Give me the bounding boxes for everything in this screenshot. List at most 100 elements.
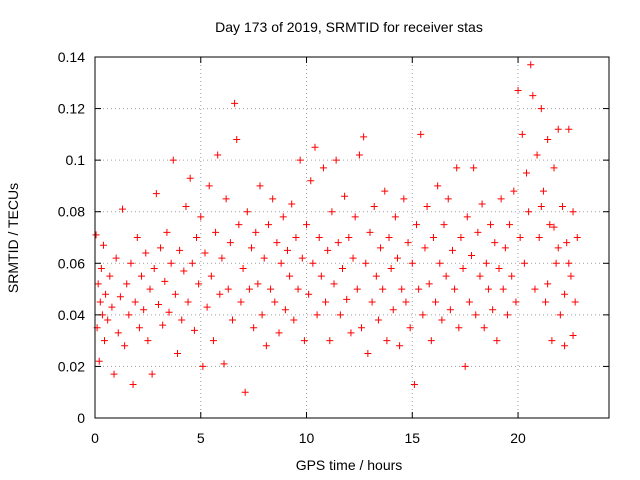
data-point xyxy=(451,285,459,293)
data-point xyxy=(516,234,524,241)
data-point xyxy=(94,280,102,288)
data-point xyxy=(468,252,476,260)
data-point xyxy=(565,259,573,267)
data-point xyxy=(298,254,306,262)
data-point xyxy=(550,223,558,231)
data-point xyxy=(248,244,256,252)
data-points xyxy=(92,61,581,396)
data-point xyxy=(290,316,298,324)
data-point xyxy=(440,221,448,229)
data-point xyxy=(214,151,222,159)
data-point xyxy=(110,370,118,378)
data-point xyxy=(434,182,442,190)
data-point xyxy=(415,285,423,293)
data-point xyxy=(465,298,473,306)
data-point xyxy=(212,228,220,236)
data-point xyxy=(387,264,395,272)
data-point xyxy=(497,195,505,203)
data-point xyxy=(558,203,566,211)
data-point xyxy=(305,290,313,298)
data-point xyxy=(353,285,361,293)
data-point xyxy=(341,192,349,200)
data-point xyxy=(159,321,167,329)
data-point xyxy=(195,280,203,288)
data-point xyxy=(264,221,272,229)
data-point xyxy=(233,136,241,144)
data-point xyxy=(556,311,564,319)
y-tick-label: 0.06 xyxy=(58,255,85,271)
data-point xyxy=(453,164,461,172)
data-point xyxy=(461,362,469,370)
data-point xyxy=(455,324,463,332)
data-point xyxy=(106,272,114,280)
data-point xyxy=(527,61,535,69)
data-point xyxy=(484,285,492,293)
data-point xyxy=(180,267,188,275)
data-point xyxy=(245,285,253,293)
chart-title: Day 173 of 2019, SRMTID for receiver sta… xyxy=(215,19,483,35)
data-point xyxy=(241,388,249,396)
data-point xyxy=(324,246,332,254)
data-point xyxy=(400,195,408,203)
data-point xyxy=(283,246,291,254)
data-point xyxy=(463,213,471,221)
data-point xyxy=(379,285,387,293)
data-point xyxy=(474,228,482,236)
data-point xyxy=(277,259,285,267)
data-point xyxy=(499,285,507,293)
data-point xyxy=(413,221,421,229)
data-point xyxy=(182,203,190,211)
data-point xyxy=(254,280,262,288)
data-point xyxy=(97,264,105,272)
y-tick-label: 0.04 xyxy=(58,307,85,323)
data-point xyxy=(495,264,503,272)
data-point xyxy=(252,228,260,236)
data-point xyxy=(176,246,184,254)
data-point xyxy=(275,329,283,337)
data-point xyxy=(127,259,135,267)
data-point xyxy=(491,239,499,247)
data-point xyxy=(442,272,450,280)
data-point xyxy=(338,264,346,272)
data-point xyxy=(121,342,129,350)
data-point xyxy=(267,285,275,293)
data-point xyxy=(167,259,175,267)
data-point xyxy=(436,259,444,267)
data-point xyxy=(104,316,112,324)
data-point xyxy=(231,99,239,107)
y-tick-label: 0 xyxy=(77,410,85,426)
data-point xyxy=(118,205,126,213)
data-point xyxy=(548,337,556,345)
axis-ticks: 0 0.02 0.04 0.06 0.08 0.1 0.12 0.14 0 5 10 15 20 xyxy=(58,49,609,446)
data-point xyxy=(514,87,522,95)
data-point xyxy=(487,221,495,229)
data-point xyxy=(148,370,156,378)
data-point xyxy=(419,311,427,319)
data-point xyxy=(313,311,321,319)
data-point xyxy=(292,234,300,241)
data-point xyxy=(258,311,266,319)
data-point xyxy=(154,301,162,309)
data-point xyxy=(163,228,171,236)
data-point xyxy=(438,316,446,324)
data-point xyxy=(529,92,537,100)
data-point xyxy=(472,311,480,319)
data-point xyxy=(389,306,397,314)
data-point xyxy=(169,156,177,164)
data-point xyxy=(355,151,363,159)
data-point xyxy=(269,195,277,203)
data-point xyxy=(311,143,319,151)
data-point xyxy=(157,244,165,252)
data-point xyxy=(102,290,110,298)
data-point xyxy=(300,337,308,345)
data-point xyxy=(144,337,152,345)
data-point xyxy=(205,182,213,190)
data-point xyxy=(186,174,194,182)
data-point xyxy=(525,208,533,216)
data-point xyxy=(544,136,552,144)
data-point xyxy=(470,164,478,172)
data-point xyxy=(398,285,406,293)
data-point xyxy=(190,326,198,334)
data-point xyxy=(336,311,344,319)
data-point xyxy=(510,187,518,195)
